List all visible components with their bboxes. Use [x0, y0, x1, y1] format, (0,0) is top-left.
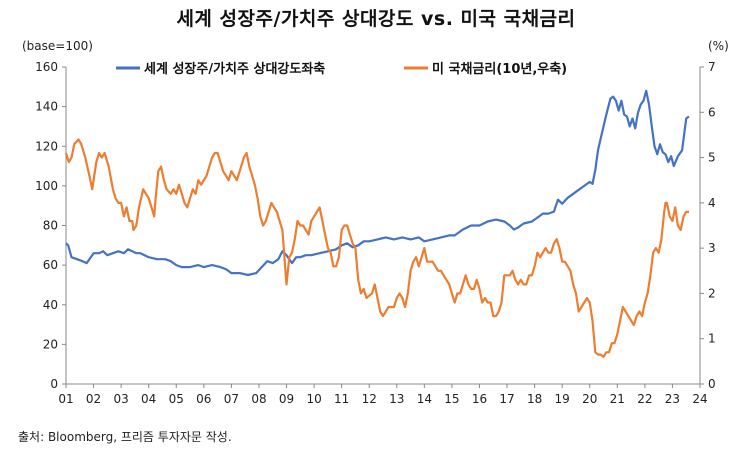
series-line-growth-value [65, 89, 690, 277]
legend-label-us-yield: 미 국채금리(10년,우축) [432, 61, 567, 77]
right-tick-label: 0 [708, 377, 716, 391]
right-axis-unit: (%) [708, 39, 729, 53]
right-tick-label: 6 [708, 105, 716, 119]
left-tick-label: 120 [35, 139, 58, 153]
legend-label-growth-value: 세계 성장주/가치주 상대강도좌축 [144, 61, 325, 77]
x-tick-label: 23 [665, 392, 680, 406]
right-tick-label: 2 [708, 286, 716, 300]
x-tick-label: 08 [251, 392, 266, 406]
x-tick-label: 18 [527, 392, 542, 406]
left-tick-label: 160 [35, 60, 58, 74]
left-tick-label: 80 [43, 219, 58, 233]
x-tick-label: 10 [306, 392, 321, 406]
x-tick-label: 17 [499, 392, 514, 406]
x-tick-label: 21 [610, 392, 625, 406]
left-tick-label: 140 [35, 100, 58, 114]
x-tick-label: 12 [362, 392, 377, 406]
chart-title: 세계 성장주/가치주 상대강도 vs. 미국 국채금리 [176, 8, 576, 30]
x-tick-label: 22 [637, 392, 652, 406]
x-tick-label: 05 [169, 392, 184, 406]
legend: 세계 성장주/가치주 상대강도좌축 미 국채금리(10년,우축) [116, 61, 567, 77]
x-tick-label: 19 [555, 392, 570, 406]
x-tick-label: 04 [141, 392, 156, 406]
x-tick-label: 11 [334, 392, 349, 406]
x-tick-label: 02 [86, 392, 101, 406]
left-tick-label: 60 [43, 258, 58, 272]
x-tick-label: 09 [279, 392, 294, 406]
x-tick-label: 03 [113, 392, 128, 406]
right-tick-label: 4 [708, 196, 716, 210]
right-tick-label: 1 [708, 332, 716, 346]
x-tick-label: 07 [224, 392, 239, 406]
series-line-us-yield [64, 138, 689, 358]
right-tick-label: 5 [708, 151, 716, 165]
x-tick-label: 06 [196, 392, 211, 406]
left-axis-ticks: 0 20 40 60 80 100 120 140 160 [35, 60, 66, 391]
left-axis-unit: (base=100) [22, 39, 93, 53]
left-tick-label: 100 [35, 179, 58, 193]
x-tick-label: 24 [692, 392, 707, 406]
x-axis-ticks: 01 02 03 04 05 06 07 08 09 10 11 12 13 14 15 16 17 18 19 20… [58, 384, 708, 406]
x-tick-label: 13 [389, 392, 404, 406]
x-tick-label: 16 [472, 392, 487, 406]
x-tick-label: 20 [582, 392, 597, 406]
left-tick-label: 20 [43, 337, 58, 351]
left-tick-label: 0 [50, 377, 58, 391]
right-tick-label: 3 [708, 241, 716, 255]
x-tick-label: 14 [417, 392, 432, 406]
right-tick-label: 7 [708, 60, 716, 74]
left-tick-label: 40 [43, 298, 58, 312]
x-tick-label: 15 [444, 392, 459, 406]
x-tick-label: 01 [58, 392, 73, 406]
source-note: 출처: Bloomberg, 프리즘 투자자문 작성. [18, 430, 232, 444]
right-axis-ticks: 0 1 2 3 4 5 6 7 [700, 60, 716, 391]
